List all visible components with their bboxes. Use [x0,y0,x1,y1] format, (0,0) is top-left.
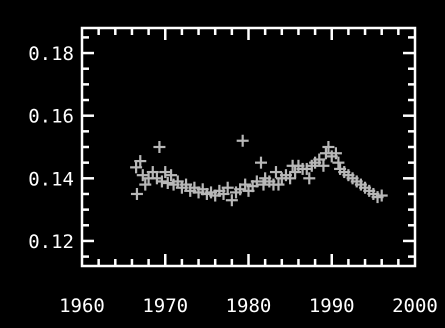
data-point [161,177,174,190]
data-point [139,178,152,191]
data-point [146,166,159,179]
data-point [217,187,230,200]
data-point [130,161,143,174]
data-point [236,134,249,147]
y-tick-label: 0.16 [28,106,74,128]
axis-ticks [82,28,415,266]
x-tick-label: 1990 [309,295,355,317]
data-point [221,181,234,194]
data-point [272,178,285,191]
x-axis-tick-labels: 1960 1970 1980 1990 2000 [59,295,438,317]
data-point [375,189,388,202]
x-tick-label: 1960 [59,295,105,317]
data-point [153,141,166,153]
data-point [165,169,178,182]
data-point [317,159,330,172]
data-point [225,194,238,207]
data-point [313,153,326,166]
data-point [155,175,168,188]
data-point [134,155,147,168]
data-point [239,178,252,191]
data-point [289,166,302,179]
x-tick-label: 1970 [142,295,188,317]
data-point [332,156,345,169]
data-point [329,147,342,160]
x-tick-label: 1980 [226,295,272,317]
data-point [284,172,297,185]
x-tick-label: 2000 [392,295,438,317]
data-point [180,178,193,191]
y-tick-label: 0.18 [28,43,74,65]
data-point [130,187,143,200]
y-axis-tick-labels: 0.12 0.14 0.16 0.18 [28,43,74,253]
plot-frame [80,26,417,268]
data-points [130,134,388,207]
data-point [303,172,316,185]
data-point [171,175,184,188]
data-point [322,141,335,153]
data-point [269,166,282,179]
y-tick-label: 0.12 [28,231,74,253]
data-point [254,156,267,169]
data-point [250,175,263,188]
y-tick-label: 0.14 [28,168,74,190]
